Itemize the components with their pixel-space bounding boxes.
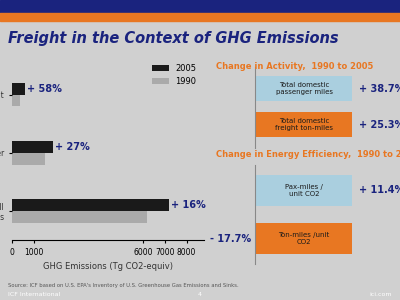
Text: Source: ICF based on U.S. EPA's Inventory of U.S. Greenhouse Gas Emissions and S: Source: ICF based on U.S. EPA's Inventor… [8, 283, 239, 287]
Bar [12, 153, 45, 164]
Bar [12, 83, 25, 95]
Text: Ton-miles /unit
CO2: Ton-miles /unit CO2 [278, 232, 330, 245]
Text: + 11.4%: + 11.4% [358, 185, 400, 195]
Text: Change in Activity,  1990 to 2005: Change in Activity, 1990 to 2005 [216, 62, 373, 71]
FancyBboxPatch shape [256, 112, 352, 137]
X-axis label: GHG Emissions (Tg CO2-equiv): GHG Emissions (Tg CO2-equiv) [43, 262, 173, 271]
Bar [0, 0, 400, 12]
Text: Total domestic
passenger miles: Total domestic passenger miles [276, 82, 332, 95]
Text: + 27%: + 27% [55, 142, 90, 152]
Text: - 17.7%: - 17.7% [210, 234, 251, 244]
Text: Change in Energy Efficiency,  1990 to 2005: Change in Energy Efficiency, 1990 to 200… [216, 150, 400, 159]
Legend: 2005, 1990: 2005, 1990 [149, 61, 200, 89]
Bar [12, 200, 169, 211]
Bar [12, 141, 54, 153]
Bar [12, 95, 20, 106]
Text: Total domestic
freight ton-miles: Total domestic freight ton-miles [275, 118, 333, 131]
FancyBboxPatch shape [256, 224, 352, 254]
Bar [12, 211, 147, 223]
Text: Pax-miles /
unit CO2: Pax-miles / unit CO2 [285, 184, 323, 196]
Text: 4: 4 [198, 292, 202, 297]
Bar [0, 13, 400, 20]
Text: ICF International: ICF International [8, 292, 60, 297]
FancyBboxPatch shape [256, 175, 352, 206]
Text: + 38.7%: + 38.7% [358, 84, 400, 94]
Text: + 16%: + 16% [171, 200, 206, 210]
Text: + 58%: + 58% [27, 84, 62, 94]
Text: Freight in the Context of GHG Emissions: Freight in the Context of GHG Emissions [8, 32, 339, 46]
Text: + 25.3%: + 25.3% [358, 120, 400, 130]
Text: ici.com: ici.com [370, 292, 392, 297]
FancyBboxPatch shape [256, 76, 352, 101]
